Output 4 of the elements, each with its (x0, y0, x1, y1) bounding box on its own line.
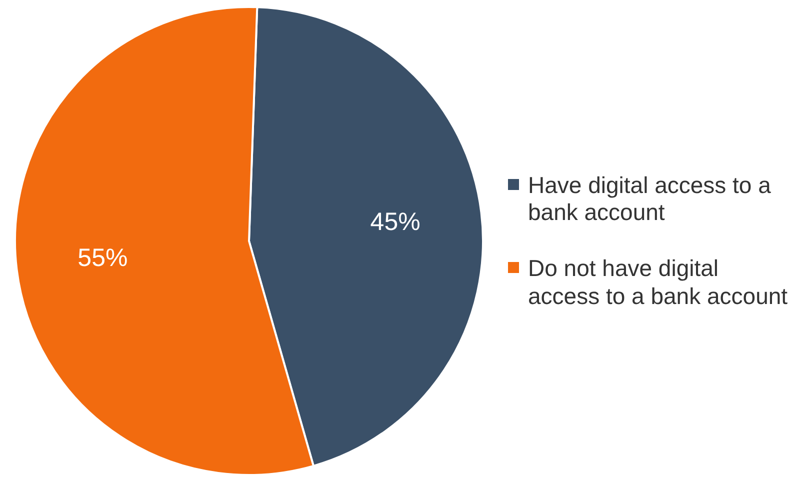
data-label: 55% (78, 244, 128, 272)
legend-label: Do not have digital access to a bank account (528, 255, 789, 310)
data-label: 45% (370, 208, 420, 236)
legend-label: Have digital access to a bank account (528, 172, 772, 227)
